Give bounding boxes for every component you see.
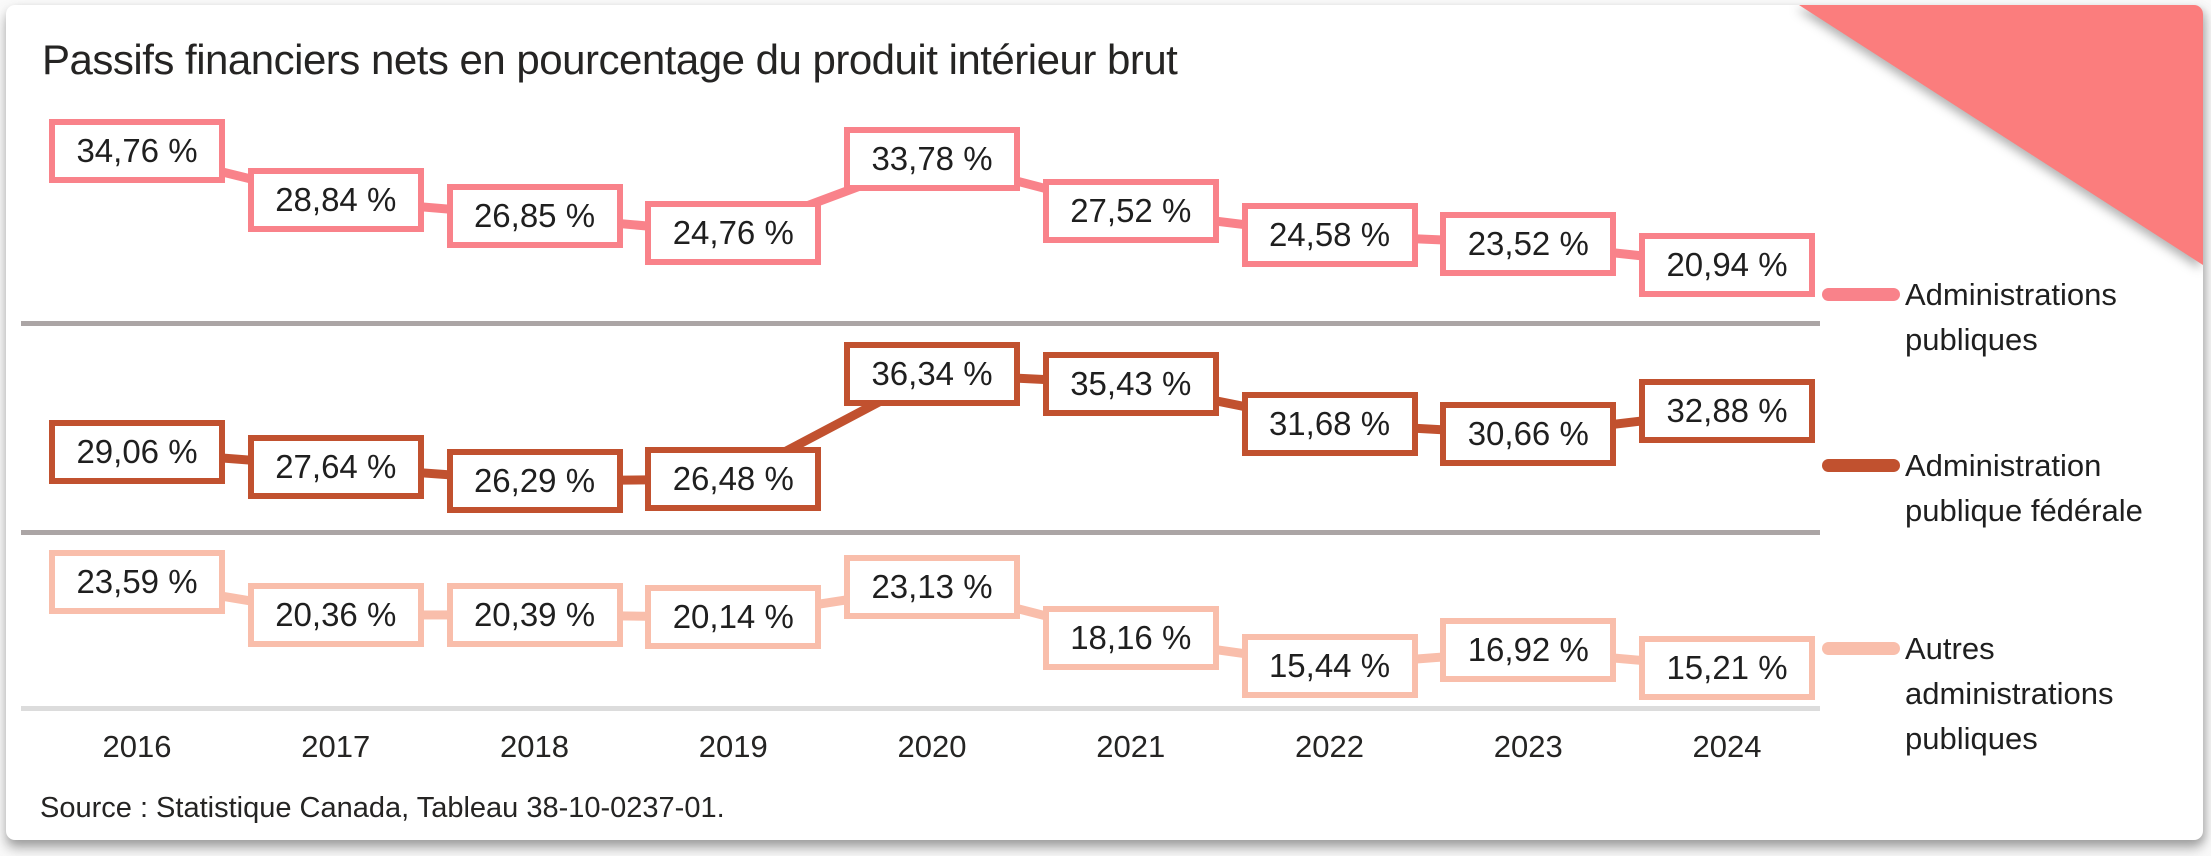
corner-accent-triangle	[1799, 5, 2203, 265]
chart-card	[6, 5, 2203, 840]
